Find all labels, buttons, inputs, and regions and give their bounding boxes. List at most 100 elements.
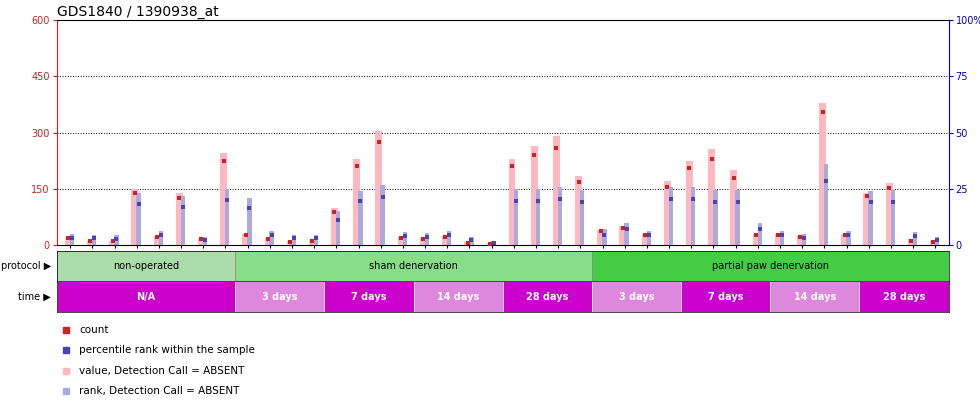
Text: 14 days: 14 days bbox=[794, 292, 836, 302]
Bar bbox=[802, 234, 807, 245]
Bar bbox=[514, 189, 517, 245]
Bar bbox=[57, 281, 235, 312]
Text: 28 days: 28 days bbox=[883, 292, 925, 302]
Bar bbox=[891, 190, 895, 245]
Text: non-operated: non-operated bbox=[113, 261, 179, 271]
Bar bbox=[424, 233, 429, 245]
Bar bbox=[531, 146, 538, 245]
Bar bbox=[536, 189, 540, 245]
Bar bbox=[509, 159, 515, 245]
Bar bbox=[824, 164, 828, 245]
Bar bbox=[681, 281, 770, 312]
Bar bbox=[403, 232, 407, 245]
Bar bbox=[442, 236, 449, 245]
Bar bbox=[235, 281, 324, 312]
Text: rank, Detection Call = ABSENT: rank, Detection Call = ABSENT bbox=[79, 386, 239, 396]
Text: percentile rank within the sample: percentile rank within the sample bbox=[79, 345, 255, 355]
Bar bbox=[353, 159, 360, 245]
Bar bbox=[770, 281, 859, 312]
Text: GDS1840 / 1390938_at: GDS1840 / 1390938_at bbox=[57, 5, 219, 19]
Bar bbox=[859, 281, 949, 312]
Bar bbox=[175, 192, 182, 245]
Bar bbox=[314, 234, 318, 245]
Bar bbox=[70, 234, 74, 245]
Bar bbox=[486, 244, 493, 245]
Text: N/A: N/A bbox=[136, 292, 156, 302]
Bar bbox=[619, 226, 626, 245]
Bar bbox=[907, 239, 914, 245]
Bar bbox=[819, 103, 826, 245]
Text: time ▶: time ▶ bbox=[19, 292, 51, 302]
Bar bbox=[668, 187, 673, 245]
Bar bbox=[203, 237, 208, 245]
Bar bbox=[797, 236, 804, 245]
Bar bbox=[419, 238, 426, 245]
Bar bbox=[287, 241, 294, 245]
Bar bbox=[375, 131, 382, 245]
Bar bbox=[447, 231, 452, 245]
Bar bbox=[691, 187, 696, 245]
Bar bbox=[886, 183, 893, 245]
Bar bbox=[847, 231, 851, 245]
Bar bbox=[136, 192, 141, 245]
Bar bbox=[709, 149, 715, 245]
Bar bbox=[265, 238, 271, 245]
Bar bbox=[775, 234, 782, 245]
Text: 3 days: 3 days bbox=[618, 292, 655, 302]
Bar bbox=[414, 281, 503, 312]
Bar bbox=[398, 237, 405, 245]
Bar bbox=[92, 234, 96, 245]
Text: count: count bbox=[79, 325, 109, 335]
Bar bbox=[758, 223, 761, 245]
Bar bbox=[359, 191, 363, 245]
Bar bbox=[469, 237, 473, 245]
Bar bbox=[663, 181, 670, 245]
Bar bbox=[912, 232, 917, 245]
Bar bbox=[780, 231, 784, 245]
Bar bbox=[642, 234, 649, 245]
Bar bbox=[247, 198, 252, 245]
Bar bbox=[930, 241, 937, 245]
Bar bbox=[575, 176, 582, 245]
Text: 7 days: 7 days bbox=[351, 292, 387, 302]
Bar bbox=[235, 251, 592, 281]
Text: sham denervation: sham denervation bbox=[369, 261, 458, 271]
Bar bbox=[503, 281, 592, 312]
Bar bbox=[57, 251, 235, 281]
Bar bbox=[753, 234, 760, 245]
Bar bbox=[324, 281, 414, 312]
Bar bbox=[109, 241, 116, 245]
Text: partial paw denervation: partial paw denervation bbox=[711, 261, 829, 271]
Text: 28 days: 28 days bbox=[526, 292, 568, 302]
Bar bbox=[270, 231, 273, 245]
Bar bbox=[491, 241, 496, 245]
Bar bbox=[131, 189, 138, 245]
Text: 14 days: 14 days bbox=[437, 292, 479, 302]
Bar bbox=[686, 161, 693, 245]
Bar bbox=[592, 281, 681, 312]
Bar bbox=[180, 196, 185, 245]
Bar bbox=[935, 237, 940, 245]
Bar bbox=[868, 191, 873, 245]
Bar bbox=[198, 239, 205, 245]
Bar bbox=[647, 231, 651, 245]
Bar bbox=[220, 153, 227, 245]
Bar bbox=[242, 234, 249, 245]
Bar bbox=[87, 241, 94, 245]
Bar bbox=[713, 190, 717, 245]
Text: value, Detection Call = ABSENT: value, Detection Call = ABSENT bbox=[79, 366, 245, 375]
Bar bbox=[558, 187, 563, 245]
Bar bbox=[863, 192, 870, 245]
Bar bbox=[336, 211, 340, 245]
Bar bbox=[465, 242, 471, 245]
Text: 7 days: 7 days bbox=[708, 292, 744, 302]
Bar bbox=[730, 170, 737, 245]
Bar bbox=[735, 190, 740, 245]
Bar bbox=[603, 229, 607, 245]
Bar bbox=[592, 251, 949, 281]
Bar bbox=[309, 240, 316, 245]
Bar bbox=[380, 185, 385, 245]
Bar bbox=[624, 223, 629, 245]
Bar bbox=[841, 234, 848, 245]
Bar bbox=[225, 189, 229, 245]
